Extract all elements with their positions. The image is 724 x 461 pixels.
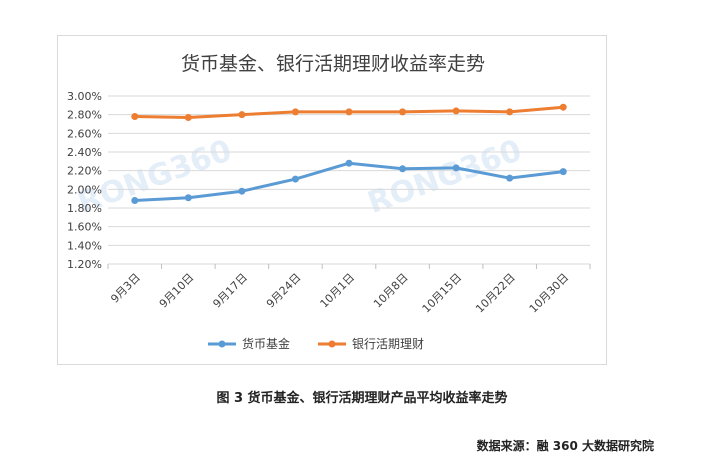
x-tick-label: 10月22日 bbox=[473, 271, 518, 316]
data-source: 数据来源：融 360 大数据研究院 bbox=[476, 439, 654, 453]
data-point bbox=[131, 197, 139, 205]
data-point bbox=[506, 174, 514, 182]
data-point bbox=[559, 168, 567, 176]
data-point bbox=[238, 187, 246, 195]
y-tick-label: 1.80% bbox=[67, 202, 102, 215]
y-tick-label: 1.20% bbox=[67, 258, 102, 271]
y-tick-label: 2.60% bbox=[67, 127, 102, 140]
y-tick-label: 2.40% bbox=[67, 146, 102, 159]
data-point bbox=[184, 194, 192, 202]
data-point bbox=[131, 113, 139, 121]
data-point bbox=[345, 108, 353, 116]
x-tick-label: 10月8日 bbox=[371, 271, 411, 311]
x-tick-label: 10月1日 bbox=[318, 271, 358, 311]
legend-marker bbox=[218, 340, 226, 348]
figure-caption: 图 3 货币基金、银行活期理财产品平均收益率走势 bbox=[216, 391, 508, 406]
data-point bbox=[345, 159, 353, 167]
x-tick-label: 9月10日 bbox=[157, 271, 197, 311]
x-tick-label: 10月15日 bbox=[420, 271, 465, 316]
data-point bbox=[291, 108, 299, 116]
x-tick-label: 10月30日 bbox=[527, 271, 572, 316]
data-point bbox=[399, 165, 407, 173]
chart-title: 货币基金、银行活期理财收益率走势 bbox=[181, 53, 485, 75]
x-tick-label: 9月17日 bbox=[210, 271, 250, 311]
data-point bbox=[238, 111, 246, 119]
x-tick-label: 9月24日 bbox=[264, 271, 304, 311]
legend-label: 货币基金 bbox=[242, 336, 290, 351]
chart-frame: 货币基金、银行活期理财收益率走势 RONG360 RONG360 1.20% 1.4… bbox=[57, 35, 607, 365]
y-tick-label: 3.00% bbox=[67, 90, 102, 103]
y-tick-label: 1.40% bbox=[67, 239, 102, 252]
data-point bbox=[452, 107, 460, 115]
legend-label: 银行活期理财 bbox=[352, 337, 424, 351]
data-point bbox=[506, 108, 514, 116]
data-point bbox=[291, 175, 299, 183]
legend-marker bbox=[328, 340, 336, 348]
data-point bbox=[559, 103, 567, 111]
data-point bbox=[452, 164, 460, 172]
y-tick-label: 2.20% bbox=[67, 165, 102, 178]
line-chart: 货币基金、银行活期理财收益率走势 RONG360 RONG360 1.20%1.4… bbox=[67, 53, 591, 351]
y-tick-label: 2.00% bbox=[67, 183, 102, 196]
y-tick-label: 1.60% bbox=[67, 221, 102, 234]
data-point bbox=[399, 108, 407, 116]
data-point bbox=[184, 113, 192, 121]
y-tick-label: 2.80% bbox=[67, 109, 102, 122]
x-tick-label: 9月3日 bbox=[108, 271, 143, 306]
